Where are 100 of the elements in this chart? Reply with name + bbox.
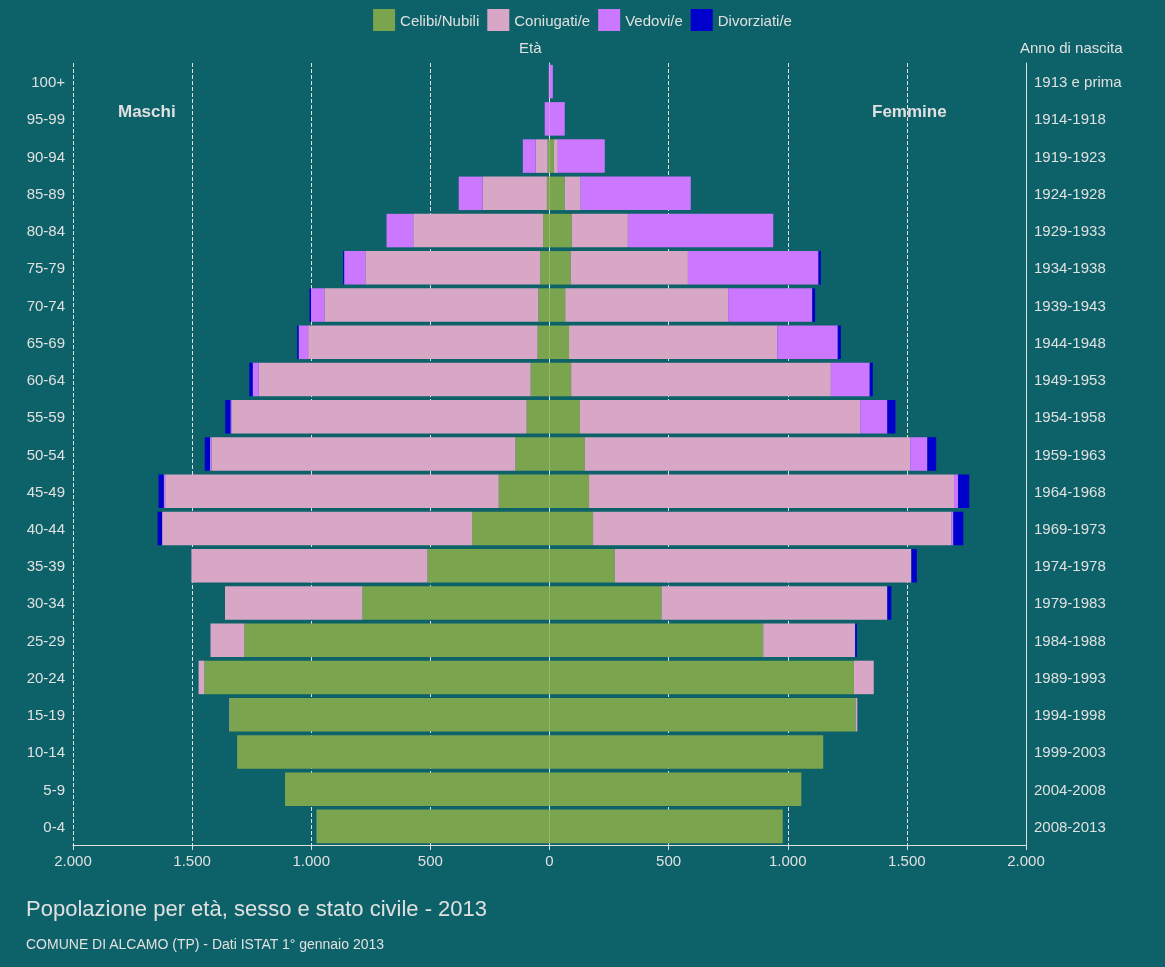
- y-tick-label: 30-34: [26, 594, 65, 612]
- bar: [661, 586, 888, 620]
- bar: [837, 325, 841, 360]
- x-tick-label: 1.500: [888, 852, 926, 869]
- y2-tick-label: 1913 e prima: [1034, 73, 1123, 91]
- bar: [565, 288, 729, 322]
- bar: [249, 362, 253, 397]
- y-tick-label: 35-39: [26, 557, 65, 575]
- y2-tick-label: 1969-1973: [1034, 519, 1106, 537]
- y2-tick-label: 1944-1948: [1034, 333, 1106, 351]
- bar: [569, 325, 778, 360]
- bar: [853, 660, 874, 695]
- bar: [570, 251, 688, 285]
- bar: [869, 362, 873, 397]
- annotation: Maschi: [118, 102, 176, 121]
- bar: [553, 139, 558, 173]
- y-tick-label: 0-4: [43, 817, 65, 835]
- y-tick-label: 60-64: [26, 371, 65, 389]
- legend-label: Vedovi/e: [625, 11, 683, 29]
- bar: [231, 400, 527, 434]
- bar: [204, 437, 210, 471]
- bar: [557, 139, 605, 173]
- bar: [728, 288, 813, 322]
- bar: [308, 325, 538, 360]
- annotation: Femmine: [872, 102, 947, 121]
- y-tick-label: 70-74: [26, 296, 65, 314]
- bar: [298, 325, 309, 360]
- bar: [818, 251, 821, 285]
- y2-axis-title: Anno di nascita: [1020, 39, 1124, 56]
- bar: [777, 325, 838, 360]
- bar: [252, 362, 259, 397]
- y2-tick-label: 1964-1968: [1034, 482, 1106, 500]
- y-tick-label: 95-99: [26, 110, 65, 128]
- text: Popolazione per età, sesso e stato civile - 2013: [26, 895, 488, 921]
- y-tick-label: 40-44: [26, 519, 65, 537]
- x-tick-label: 0: [545, 852, 554, 869]
- bar: [482, 176, 547, 211]
- bar: [413, 213, 544, 248]
- y-tick-label: 45-49: [26, 482, 65, 500]
- bar: [564, 176, 581, 211]
- bar: [614, 548, 912, 583]
- y2-tick-label: 1974-1978: [1034, 557, 1106, 575]
- bar: [584, 437, 911, 471]
- y-tick-label: 85-89: [26, 184, 65, 202]
- bar: [571, 213, 628, 248]
- bar: [910, 437, 928, 471]
- bar: [860, 400, 888, 434]
- bar: [953, 511, 964, 546]
- bar: [887, 586, 892, 620]
- y-axis-title: Età: [518, 39, 543, 56]
- y-tick-label: 10-14: [26, 743, 65, 761]
- bar: [311, 288, 325, 322]
- bar: [911, 548, 917, 583]
- bar: [344, 251, 366, 285]
- bar: [158, 474, 164, 508]
- x-tick-label: 2.000: [54, 852, 92, 869]
- bar: [535, 139, 548, 173]
- bar: [210, 623, 245, 657]
- bar: [165, 474, 499, 508]
- legend-label: Divorziati/e: [717, 11, 792, 29]
- bar: [549, 176, 565, 211]
- y2-tick-label: 1914-1918: [1034, 110, 1106, 128]
- y2-tick-label: 1949-1953: [1034, 371, 1106, 389]
- y-tick-label: 90-94: [26, 147, 65, 165]
- legend-label: Celibi/Nubili: [400, 11, 480, 29]
- y2-tick-label: 1979-1983: [1034, 594, 1106, 612]
- bar: [458, 176, 483, 211]
- y-tick-label: 15-19: [26, 706, 65, 724]
- bar: [549, 102, 565, 136]
- y-tick-label: 20-24: [26, 668, 65, 686]
- x-tick-label: 1.000: [292, 852, 331, 869]
- bar: [324, 288, 539, 322]
- text: COMUNE DI ALCAMO (TP) - Dati ISTAT 1° gennaio 2013: [26, 936, 385, 952]
- y-tick-label: 100+: [31, 73, 66, 91]
- bar: [225, 400, 231, 434]
- y2-tick-label: 1984-1988: [1034, 631, 1106, 649]
- bar: [522, 139, 536, 173]
- y2-tick-label: 1919-1923: [1034, 147, 1106, 165]
- y2-tick-label: 1989-1993: [1034, 668, 1106, 686]
- bar: [580, 400, 861, 434]
- y-tick-label: 75-79: [26, 259, 65, 277]
- legend-label: Coniugati/e: [514, 11, 591, 29]
- y2-tick-label: 1994-1998: [1034, 706, 1106, 724]
- y2-tick-label: 1939-1943: [1034, 296, 1106, 314]
- x-tick-label: 500: [656, 852, 682, 869]
- bar: [589, 474, 955, 508]
- bar: [958, 474, 970, 508]
- bar: [225, 586, 363, 620]
- bar: [763, 623, 856, 657]
- bar: [549, 139, 554, 173]
- bar: [211, 437, 516, 471]
- bar: [593, 511, 952, 546]
- bar: [571, 362, 831, 397]
- x-tick-label: 1.500: [173, 852, 211, 869]
- y2-tick-label: 2008-2013: [1034, 817, 1106, 835]
- x-tick-label: 2.000: [1007, 852, 1045, 869]
- bar: [580, 176, 691, 211]
- bar: [162, 511, 473, 546]
- y2-tick-label: 1929-1933: [1034, 222, 1106, 240]
- bar: [386, 213, 414, 248]
